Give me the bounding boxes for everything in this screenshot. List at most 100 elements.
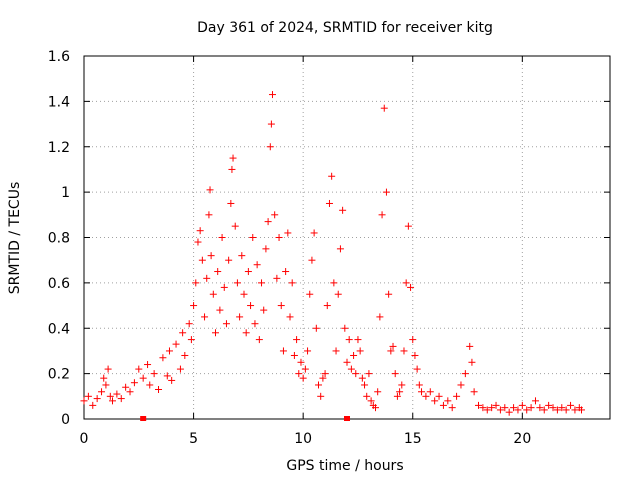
data-point (387, 347, 395, 355)
data-point (483, 406, 491, 414)
data-point (505, 408, 513, 416)
data-point (347, 365, 355, 373)
data-point (448, 404, 456, 412)
data-point (549, 404, 557, 412)
y-tick-label: 1.4 (48, 94, 70, 110)
data-point (558, 404, 566, 412)
data-point (135, 365, 143, 373)
data-point (501, 404, 509, 412)
data-point (531, 397, 539, 405)
data-point (475, 401, 482, 409)
data-point (139, 374, 147, 382)
x-tick-label: 5 (189, 431, 198, 447)
data-point (238, 252, 246, 260)
data-point (389, 342, 397, 350)
data-point (567, 401, 575, 409)
data-point (418, 388, 426, 396)
y-tick-label: 1.6 (48, 49, 70, 65)
data-point (165, 347, 173, 355)
data-point (218, 234, 226, 241)
data-point (244, 268, 252, 276)
data-point (358, 374, 366, 382)
y-tick-label: 1.2 (48, 140, 70, 156)
data-point (315, 381, 323, 389)
data-point (249, 234, 257, 241)
data-point (130, 379, 138, 387)
data-point (258, 279, 266, 287)
data-point (113, 390, 121, 398)
data-point (233, 279, 241, 287)
data-point (479, 404, 487, 412)
data-point (198, 256, 206, 264)
data-point (407, 283, 415, 291)
data-point (431, 397, 439, 405)
data-point (100, 374, 108, 382)
data-point (290, 351, 298, 359)
data-point (104, 365, 112, 373)
data-point (540, 406, 548, 414)
data-point (150, 370, 158, 378)
data-point (286, 313, 294, 321)
data-point (343, 358, 351, 366)
data-point (571, 406, 579, 414)
y-tick-label: 1 (61, 185, 70, 201)
data-point (396, 388, 404, 396)
data-point (206, 186, 214, 194)
data-point (527, 404, 535, 412)
data-point (84, 392, 92, 400)
data-point (240, 290, 248, 298)
data-point (236, 313, 244, 321)
data-point (155, 386, 163, 394)
data-point (321, 370, 329, 378)
data-point (220, 283, 228, 291)
data-point (398, 381, 406, 389)
data-point (393, 392, 401, 400)
y-axis-label: SRMTID / TECUs (7, 182, 23, 295)
x-axis-label: GPS time / hours (286, 458, 403, 474)
data-point (536, 404, 544, 412)
data-point (461, 370, 469, 378)
data-point (518, 401, 526, 409)
data-point (295, 370, 303, 378)
data-point (122, 383, 130, 391)
data-point (413, 365, 421, 373)
data-point (163, 372, 171, 380)
data-point (194, 238, 202, 246)
data-point (415, 381, 423, 389)
axis-marker (344, 416, 350, 421)
data-point (468, 358, 476, 366)
data-point (435, 392, 443, 400)
data-point (336, 245, 344, 253)
y-tick-label: 0.6 (48, 276, 70, 292)
data-point (523, 406, 531, 414)
data-point (304, 347, 312, 355)
data-point (422, 392, 430, 400)
data-point (80, 397, 88, 405)
data-point (330, 279, 338, 287)
data-point (267, 120, 275, 128)
data-point (255, 336, 263, 344)
data-point (545, 401, 553, 409)
data-point (328, 172, 336, 180)
data-point (453, 392, 461, 400)
data-point (144, 361, 152, 369)
data-point (229, 154, 237, 162)
data-point (214, 268, 222, 276)
data-point (444, 397, 452, 405)
data-point (496, 406, 504, 414)
data-point (457, 381, 465, 389)
data-point (332, 347, 340, 355)
data-point (242, 329, 250, 337)
data-point (308, 256, 316, 264)
data-point (514, 406, 522, 414)
data-point (146, 381, 154, 389)
data-point (317, 392, 325, 400)
data-point (168, 376, 176, 384)
data-point (492, 401, 500, 409)
axis-marker (140, 416, 147, 421)
grid-lines (84, 56, 610, 419)
data-point (205, 211, 213, 219)
data-point (350, 351, 358, 359)
data-point (301, 365, 309, 373)
data-point (356, 347, 364, 355)
